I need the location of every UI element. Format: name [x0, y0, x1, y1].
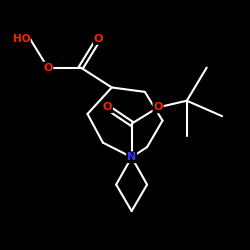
Text: O: O — [103, 102, 112, 112]
Text: N: N — [127, 152, 136, 162]
Text: O: O — [94, 34, 103, 44]
Text: O: O — [43, 62, 52, 72]
Text: HO: HO — [12, 34, 30, 44]
Text: O: O — [154, 102, 163, 112]
